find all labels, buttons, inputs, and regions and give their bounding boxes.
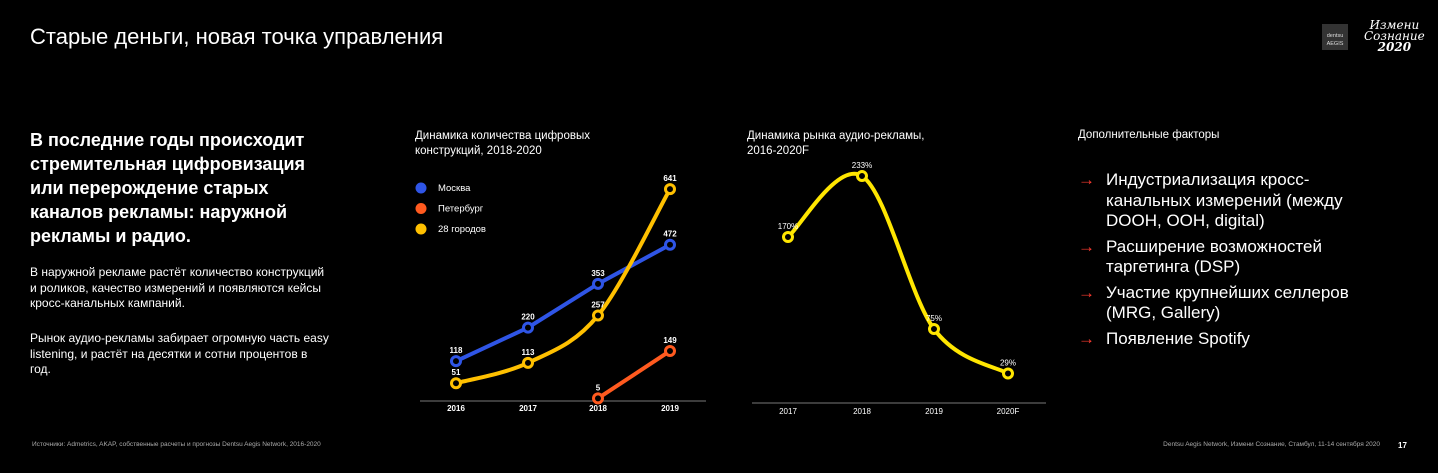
factor-item: → Участие крупнейших селлеров (MRG, Galle… xyxy=(1078,282,1349,323)
page-number: 17 xyxy=(1398,441,1407,450)
chart2-x-tick: 2020F xyxy=(997,407,1020,416)
factor-item: → Появление Spotify xyxy=(1078,328,1250,348)
factor-item: → Расширение возможностей таргетинга (DSP… xyxy=(1078,236,1322,277)
chart1-x-tick: 2016 xyxy=(447,404,465,413)
chart1-data-label: 5 xyxy=(596,383,601,392)
chart2-point xyxy=(1002,367,1014,380)
chart1-data-label: 51 xyxy=(452,368,461,377)
chart1-point xyxy=(592,392,604,405)
chart1-point xyxy=(592,277,604,290)
event-logo: Измени Сознание 2020 xyxy=(1364,18,1425,54)
chart2-x-tick: 2017 xyxy=(779,407,797,416)
chart1-data-label: 641 xyxy=(663,174,677,183)
body-text-audio: Рынок аудио-рекламы забирает огромную ча… xyxy=(30,331,329,376)
chart1-data-label: 257 xyxy=(591,300,605,309)
chart2-data-label: 29% xyxy=(1000,359,1016,368)
chart1-data-label: 149 xyxy=(663,336,677,345)
chart2-data-label: 170% xyxy=(778,222,798,231)
footer-event: Dentsu Aegis Network, Измени Сознание, С… xyxy=(1163,441,1380,448)
chart1-legend-marker xyxy=(415,223,427,235)
arrow-right-icon: → xyxy=(1078,282,1095,302)
chart1-x-tick: 2017 xyxy=(519,404,537,413)
chart1-data-label: 472 xyxy=(663,230,677,239)
chart1-legend-label: Петербург xyxy=(438,204,484,215)
chart1-point xyxy=(450,355,462,368)
chart1-series-line xyxy=(596,348,672,401)
body-text-ooh: В наружной рекламе растёт количество кон… xyxy=(30,265,325,310)
chart2-series-line xyxy=(786,171,1010,376)
chart2-point xyxy=(782,231,794,244)
chart1-legend-label: Москва xyxy=(438,183,471,194)
chart2-data-label: 233% xyxy=(852,161,872,170)
chart2-x-tick: 2018 xyxy=(853,407,871,416)
factor-item: → Индустриализация кросс-канальных измере… xyxy=(1078,170,1343,230)
chart1-data-label: 220 xyxy=(521,313,535,322)
lead-text: В последние годы происходит стремительна… xyxy=(30,130,306,246)
chart2-title: Динамика рынка аудио-рекламы, 2016-2020F xyxy=(747,130,925,157)
chart1-point xyxy=(664,238,676,251)
chart1-series-line xyxy=(454,242,672,364)
chart2-point xyxy=(928,323,940,335)
chart2-data-label: 75% xyxy=(926,314,942,323)
factors-title: Дополнительные факторы xyxy=(1078,129,1220,141)
dentsu-logo: dentsu AEGIS xyxy=(1322,24,1348,50)
chart1-point xyxy=(664,183,676,196)
chart1-point xyxy=(522,356,534,369)
chart1-legend-marker xyxy=(415,182,427,194)
chart1-legend-label: 28 городов xyxy=(438,224,486,235)
chart1-series-line xyxy=(454,187,672,386)
arrow-right-icon: → xyxy=(1078,328,1095,348)
chart1-legend-marker xyxy=(415,203,427,214)
chart2-point xyxy=(856,170,868,183)
chart1-x-tick: 2018 xyxy=(589,404,607,413)
arrow-right-icon: → xyxy=(1078,170,1095,189)
page-title: Старые деньги, новая точка управления xyxy=(30,24,444,49)
chart1-title: Динамика количества цифровых конструкций… xyxy=(415,130,590,157)
footer-source: Источники: Admetrics, AKAP, собственные … xyxy=(32,441,321,448)
factors-list: → Индустриализация кросс-канальных измере… xyxy=(1078,170,1356,354)
chart1-data-label: 113 xyxy=(522,348,535,357)
chart1-data-label: 353 xyxy=(591,269,605,278)
chart1-x-tick: 2019 xyxy=(661,404,679,413)
chart1-point xyxy=(522,321,534,334)
chart1-point xyxy=(592,309,604,322)
arrow-right-icon: → xyxy=(1078,236,1095,256)
chart1-point xyxy=(450,377,462,390)
chart2-x-tick: 2019 xyxy=(925,407,943,416)
chart1-point xyxy=(664,344,676,357)
chart1-data-label: 118 xyxy=(450,346,463,355)
